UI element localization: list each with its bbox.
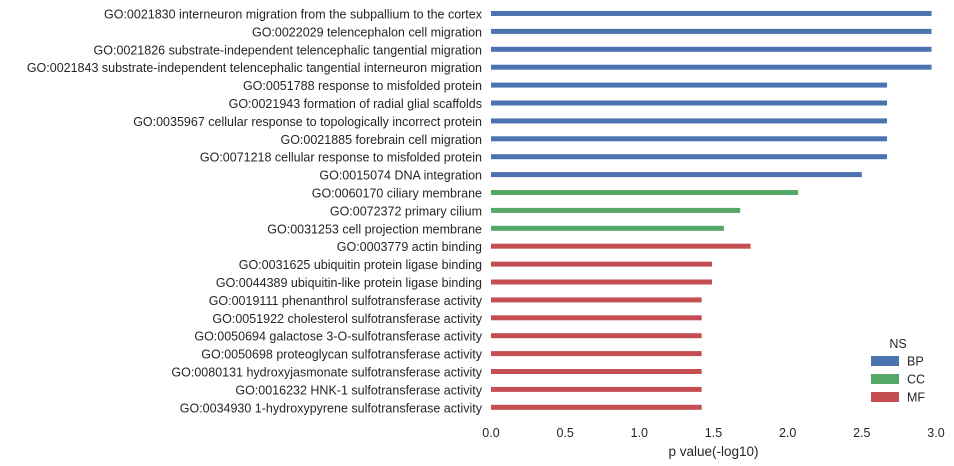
category-label-12: GO:0031253 cell projection membrane <box>267 222 482 236</box>
bar-13 <box>491 243 751 249</box>
bar-0 <box>491 11 932 16</box>
bar-4 <box>491 82 888 88</box>
legend-label-bp: BP <box>907 355 924 369</box>
bar-17 <box>491 315 702 321</box>
category-label-17: GO:0051922 cholesterol sulfotransferase … <box>212 312 482 326</box>
bar-12 <box>491 225 724 231</box>
legend: NS BP CC MF <box>871 337 925 405</box>
category-label-14: GO:0031625 ubiquitin protein ligase bind… <box>239 258 482 272</box>
category-label-15: GO:0044389 ubiquitin-like protein ligase… <box>216 276 482 290</box>
bar-22 <box>491 404 702 410</box>
bar-8 <box>491 154 888 160</box>
bar-3 <box>491 64 932 70</box>
legend-swatch-cc <box>871 374 899 384</box>
bar-1 <box>491 28 932 34</box>
category-label-9: GO:0015074 DNA integration <box>319 169 482 183</box>
legend-label-cc: CC <box>907 373 925 387</box>
bars-group <box>491 11 932 410</box>
bar-6 <box>491 118 888 124</box>
bar-21 <box>491 386 702 392</box>
bar-11 <box>491 207 741 213</box>
category-label-19: GO:0050698 proteoglycan sulfotransferase… <box>201 348 482 362</box>
bar-18 <box>491 333 702 339</box>
bar-20 <box>491 369 702 374</box>
legend-title: NS <box>889 337 906 351</box>
bar-10 <box>491 190 799 195</box>
legend-swatch-bp <box>871 356 899 366</box>
bar-5 <box>491 100 888 106</box>
category-label-10: GO:0060170 ciliary membrane <box>312 187 482 201</box>
x-tick-label-0: 0.0 <box>482 426 499 440</box>
category-labels: GO:0021830 interneuron migration from th… <box>27 8 483 416</box>
category-label-5: GO:0021943 formation of radial glial sca… <box>229 97 482 111</box>
category-label-22: GO:0034930 1-hydroxypyrene sulfotransfer… <box>180 401 483 415</box>
category-label-0: GO:0021830 interneuron migration from th… <box>104 8 483 22</box>
category-label-2: GO:0021826 substrate-independent telence… <box>94 43 483 57</box>
category-label-7: GO:0021885 forebrain cell migration <box>280 133 482 147</box>
x-tick-label-6: 3.0 <box>927 426 944 440</box>
legend-label-mf: MF <box>907 391 925 405</box>
category-label-4: GO:0051788 response to misfolded protein <box>243 79 482 93</box>
category-label-1: GO:0022029 telencephalon cell migration <box>252 25 482 39</box>
bar-15 <box>491 279 713 285</box>
category-label-13: GO:0003779 actin binding <box>337 240 482 254</box>
bar-7 <box>491 136 888 142</box>
x-tick-label-4: 2.0 <box>779 426 796 440</box>
bar-19 <box>491 351 702 357</box>
bar-9 <box>491 172 862 178</box>
bar-16 <box>491 297 702 303</box>
category-label-11: GO:0072372 primary cilium <box>330 204 482 218</box>
category-label-6: GO:0035967 cellular response to topologi… <box>133 115 482 129</box>
x-tick-label-2: 1.0 <box>631 426 648 440</box>
category-label-20: GO:0080131 hydroxyjasmonate sulfotransfe… <box>171 366 482 380</box>
category-label-16: GO:0019111 phenanthrol sulfotransferase … <box>209 294 483 308</box>
bar-2 <box>491 46 932 52</box>
category-label-3: GO:0021843 substrate-independent telence… <box>27 61 482 75</box>
x-axis-title: p value(-log10) <box>668 444 758 459</box>
category-label-18: GO:0050694 galactose 3-O-sulfotransferas… <box>194 330 482 344</box>
category-label-21: GO:0016232 HNK-1 sulfotransferase activi… <box>235 383 482 397</box>
legend-items: BP CC MF <box>871 355 925 405</box>
x-axis-ticks: 0.0 0.5 1.0 1.5 2.0 2.5 3.0 <box>482 426 944 440</box>
x-tick-label-3: 1.5 <box>705 426 722 440</box>
x-tick-label-1: 0.5 <box>556 426 573 440</box>
bar-14 <box>491 261 713 267</box>
category-label-8: GO:0071218 cellular response to misfolde… <box>200 151 482 165</box>
legend-swatch-mf <box>871 392 899 402</box>
x-tick-label-5: 2.5 <box>853 426 870 440</box>
